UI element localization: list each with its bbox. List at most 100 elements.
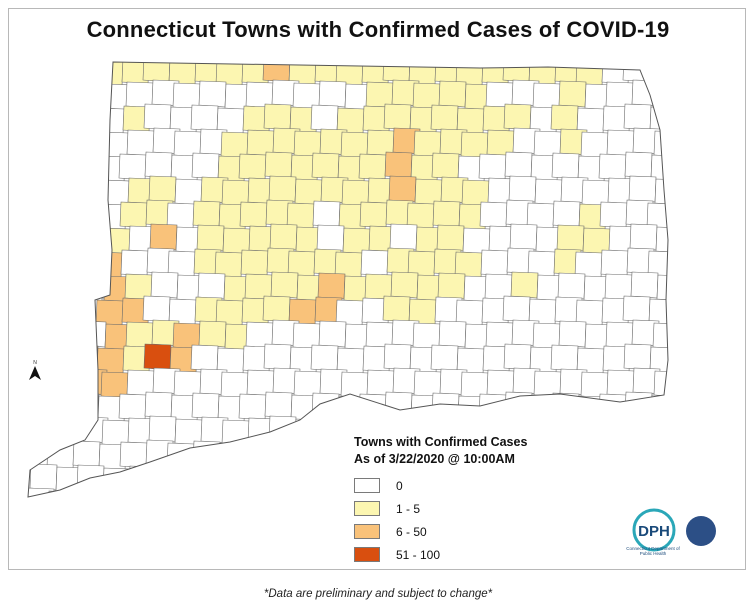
town-polygon: [28, 62, 51, 83]
town-polygon: [320, 416, 349, 444]
town-polygon: [681, 177, 708, 203]
legend-item-6-50: 6 - 50: [354, 520, 584, 543]
town-polygon: [438, 80, 467, 108]
town-polygon: [142, 295, 171, 323]
town-polygon: [262, 62, 291, 83]
town-polygon: [269, 223, 298, 251]
town-polygon: [264, 391, 293, 419]
town-polygon: [628, 415, 657, 443]
town-polygon: [430, 104, 459, 132]
town-polygon: [191, 152, 220, 180]
town-polygon: [120, 249, 149, 277]
town-polygon: [503, 103, 532, 131]
town-polygon: [337, 395, 366, 423]
town-polygon: [431, 392, 460, 420]
town-polygon: [382, 62, 411, 83]
town-polygon: [47, 490, 76, 497]
town-polygon: [54, 418, 83, 446]
town-polygon: [389, 223, 418, 251]
town-polygon: [390, 271, 419, 299]
town-polygon: [240, 489, 269, 497]
town-polygon: [28, 175, 57, 203]
town-polygon: [70, 344, 99, 372]
town-polygon: [509, 223, 538, 251]
town-polygon: [50, 154, 79, 182]
town-polygon: [71, 152, 100, 180]
town-polygon: [144, 151, 173, 179]
town-polygon: [551, 392, 580, 420]
town-polygon: [266, 487, 295, 497]
town-polygon: [647, 250, 668, 278]
connecticut-town-map: [27, 61, 708, 498]
town-polygon: [316, 464, 345, 492]
town-polygon: [193, 488, 222, 497]
town-polygon: [649, 346, 668, 374]
north-arrow-label: N: [33, 360, 37, 366]
town-polygon: [503, 343, 532, 371]
legend-title: Towns with Confirmed Cases: [354, 435, 528, 449]
town-polygon: [102, 467, 131, 495]
town-polygon: [95, 62, 124, 87]
town-polygon: [432, 200, 461, 228]
town-polygon: [480, 249, 509, 277]
town-polygon: [190, 344, 219, 372]
town-polygon: [675, 297, 702, 323]
town-polygon: [656, 274, 668, 302]
town-polygon: [268, 175, 297, 203]
town-polygon: [681, 417, 708, 443]
town-polygon: [311, 392, 340, 420]
town-polygon: [556, 224, 585, 252]
town-polygon: [673, 201, 700, 227]
town-polygon: [74, 62, 103, 84]
town-polygon: [673, 441, 700, 467]
town-polygon: [78, 80, 107, 108]
town-polygon: [166, 442, 195, 470]
town-polygon: [478, 393, 507, 421]
town-polygon: [316, 224, 345, 252]
town-polygon: [623, 103, 652, 131]
town-polygon: [313, 488, 342, 497]
town-polygon: [625, 439, 654, 467]
town-polygon: [29, 223, 58, 251]
town-polygon: [47, 250, 76, 278]
town-polygon: [196, 224, 225, 252]
town-polygon: [479, 201, 508, 229]
town-polygon: [317, 272, 346, 300]
town-polygon: [28, 199, 54, 227]
town-polygon: [550, 344, 579, 372]
town-polygon: [73, 248, 102, 276]
town-polygon: [167, 490, 196, 497]
town-polygon: [146, 487, 175, 497]
town-polygon: [295, 466, 324, 494]
town-polygon: [677, 225, 704, 251]
town-polygon: [240, 249, 269, 277]
town-polygon: [384, 151, 413, 179]
town-polygon: [80, 176, 109, 204]
town-polygon: [438, 320, 467, 348]
legend-swatch: [354, 478, 380, 493]
town-polygon: [311, 152, 340, 180]
town-polygon: [46, 202, 75, 230]
town-polygon: [679, 81, 706, 107]
town-polygon: [654, 418, 668, 446]
town-polygon: [198, 80, 227, 108]
town-polygon: [598, 393, 627, 421]
town-polygon: [53, 370, 82, 398]
town-polygon: [49, 346, 78, 374]
town-polygon: [119, 201, 148, 229]
town-polygon: [149, 463, 178, 491]
town-polygon: [263, 343, 292, 371]
dph-logo: DPH: [632, 508, 676, 552]
town-polygon: [265, 439, 294, 467]
town-polygon: [680, 369, 707, 395]
town-polygon: [552, 200, 581, 228]
town-polygon: [190, 104, 219, 132]
town-polygon: [672, 153, 699, 179]
town-polygon: [582, 467, 611, 495]
town-polygon: [50, 394, 79, 422]
legend-item-label: 1 - 5: [396, 501, 421, 516]
town-polygon: [70, 104, 99, 132]
town-polygon: [175, 466, 204, 494]
town-polygon: [191, 392, 220, 420]
town-polygon: [196, 464, 225, 492]
